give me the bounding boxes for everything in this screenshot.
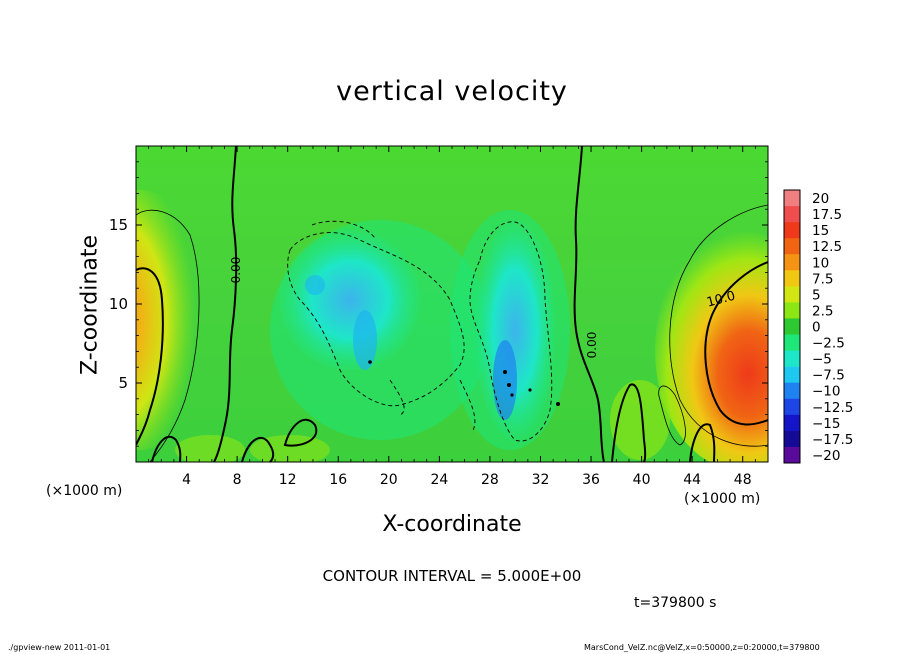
- colorbar-label: 0: [812, 320, 821, 336]
- contour-label: 0.00: [585, 332, 599, 359]
- x-axis: 4 8 12 16 20 24 28 32 36 40 44 48: [148, 146, 756, 488]
- x-tick-label: 24: [430, 472, 448, 488]
- footer-left: ./gpview-new 2011-01-01: [8, 643, 111, 652]
- x-axis-label: X-coordinate: [382, 512, 522, 537]
- time-label: t=379800 s: [634, 595, 717, 611]
- colorbar-swatch: [784, 222, 800, 239]
- colorbar-swatch: [784, 318, 800, 335]
- x-tick-label: 32: [532, 472, 550, 488]
- colorbar-swatch: [784, 398, 800, 416]
- colorbar-swatch: [784, 430, 800, 448]
- colorbar: 2017.51512.5107.552.50−2.5−5−7.5−10−12.5…: [783, 189, 853, 464]
- colorbar-swatch: [784, 446, 800, 464]
- x-tick-label: 48: [734, 472, 752, 488]
- colorbar-swatch: [784, 270, 800, 287]
- x-tick-label: 16: [329, 472, 347, 488]
- colorbar-label: −5: [812, 352, 832, 368]
- x-tick-label: 40: [633, 472, 651, 488]
- colorbar-swatch: [784, 302, 800, 319]
- colorbar-label: −7.5: [812, 368, 845, 384]
- chart-title: vertical velocity: [336, 76, 568, 107]
- x-tick-label: 4: [182, 472, 191, 488]
- colorbar-label: 7.5: [812, 271, 833, 287]
- colorbar-swatch: [784, 350, 800, 367]
- y-axis: 5 10 15: [109, 161, 768, 447]
- colorbar-label: 15: [812, 223, 829, 239]
- colorbar-label: −20: [812, 448, 841, 464]
- colorbar-label: −15: [812, 416, 841, 432]
- y-tick-label: 10: [109, 295, 128, 313]
- x-tick-label: 44: [683, 472, 701, 488]
- colorbar-label: −17.5: [812, 432, 853, 448]
- x-unit-left: (×1000 m): [46, 483, 123, 499]
- colorbar-label: 5: [812, 287, 821, 303]
- colorbar-swatch: [784, 286, 800, 303]
- contour-interval: CONTOUR INTERVAL = 5.000E+00: [322, 567, 582, 585]
- colorbar-swatch: [784, 414, 800, 432]
- colorbar-label: 10: [812, 255, 829, 271]
- y-tick-label: 15: [109, 216, 128, 234]
- x-unit-right: (×1000 m): [684, 491, 761, 507]
- colorbar-swatch: [784, 238, 800, 255]
- contour-label: 0.00: [229, 257, 243, 284]
- x-tick-label: 12: [279, 472, 297, 488]
- colorbar-swatch: [784, 334, 800, 351]
- x-tick-label: 28: [481, 472, 499, 488]
- colorbar-label: −12.5: [812, 400, 853, 416]
- x-tick-label: 20: [380, 472, 398, 488]
- x-tick-label: 36: [582, 472, 600, 488]
- x-tick-label: 8: [233, 472, 242, 488]
- footer-right: MarsCond_VelZ.nc@VelZ,x=0:50000,z=0:2000…: [584, 643, 820, 652]
- colorbar-label: 2.5: [812, 303, 833, 319]
- colorbar-swatch: [784, 382, 800, 400]
- colorbar-label: −10: [812, 384, 841, 400]
- colorbar-label: 17.5: [812, 207, 842, 223]
- contour-label: 10.0: [705, 289, 737, 311]
- colorbar-swatch: [784, 366, 800, 384]
- colorbar-frame: [783, 189, 801, 464]
- y-axis-label: Z-coordinate: [77, 235, 103, 375]
- colorbar-label: 20: [812, 191, 829, 207]
- y-tick-label: 5: [118, 374, 128, 392]
- colorbar-swatch: [784, 254, 800, 271]
- colorbar-swatch: [784, 190, 800, 207]
- colorbar-swatch: [784, 206, 800, 223]
- contour-lines: [136, 146, 768, 462]
- colorbar-label: −2.5: [812, 336, 845, 352]
- negative-cores: [368, 360, 560, 406]
- colorbar-label: 12.5: [812, 239, 842, 255]
